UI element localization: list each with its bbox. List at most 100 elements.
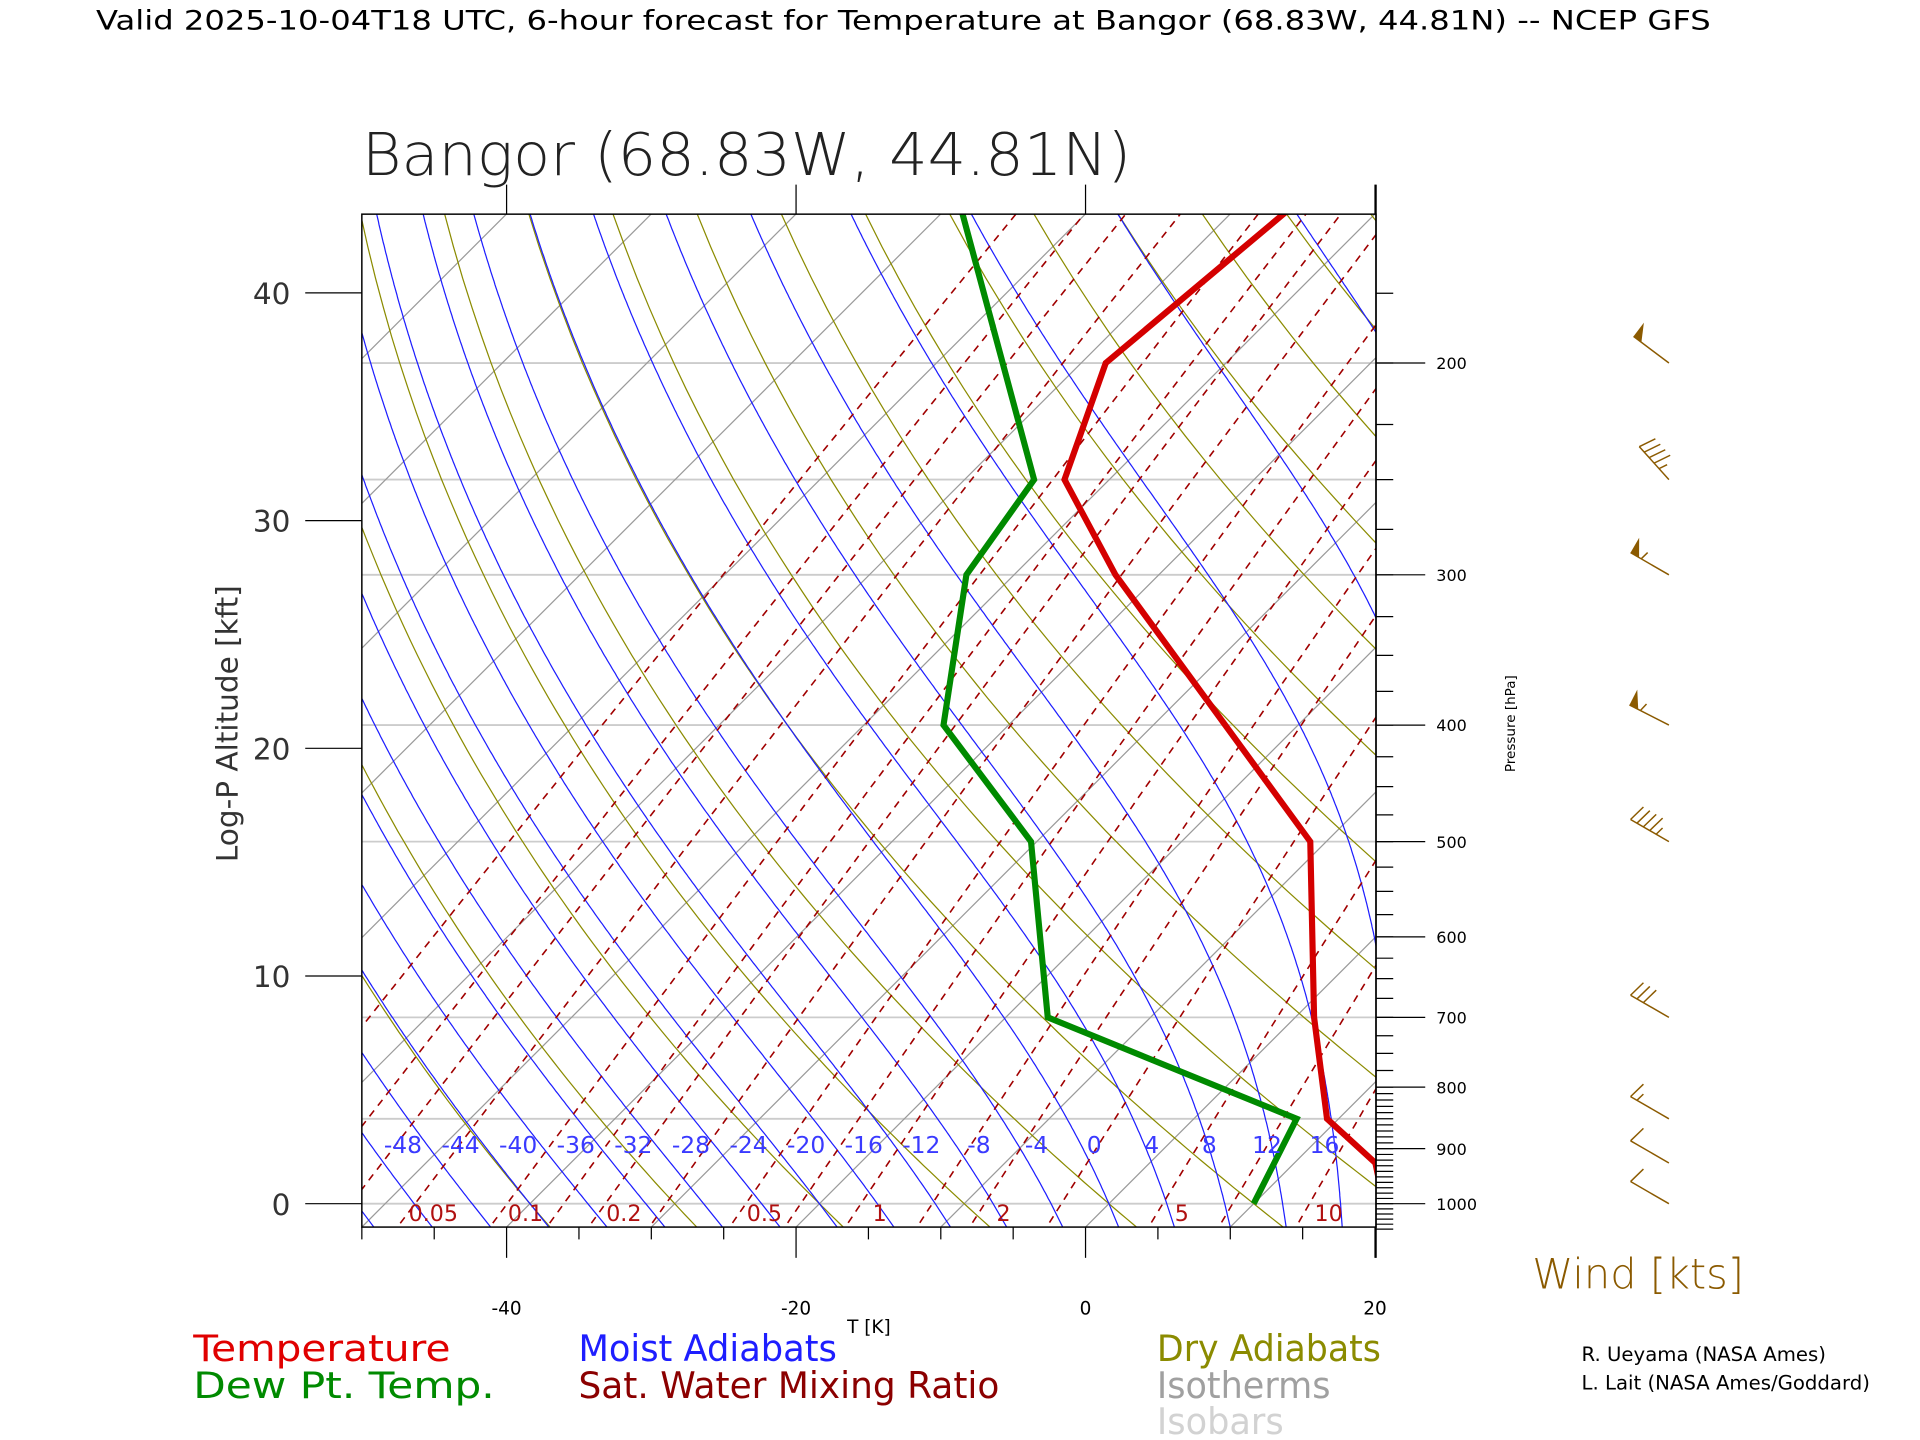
dry-adiabat-line (1838, 177, 1920, 1234)
barb-staff (1630, 994, 1670, 1019)
credit-1: R. Ueyama (NASA Ames) (1582, 1343, 1826, 1366)
moist-adiabat-line (592, 214, 1176, 1228)
barb-pennant (1633, 322, 1644, 343)
moist-adiabat-line (376, 214, 952, 1228)
x-axis-label: T [K] (846, 1317, 891, 1338)
mixing-ratio-label: 2 (996, 1201, 1010, 1227)
y2-tick-label: 500 (1436, 833, 1467, 852)
dry-adiabat-line (361, 974, 551, 1228)
y2-tick-label: 900 (1436, 1140, 1467, 1159)
barb-full (1630, 1168, 1644, 1183)
dry-adiabat-line (1425, 177, 1920, 1234)
legend-isotherms: Isotherms (1157, 1364, 1331, 1407)
moist-adiabat-label: -20 (787, 1131, 825, 1159)
moist-adiabat-label: -28 (672, 1131, 710, 1159)
barb-half (1639, 703, 1648, 712)
barb-half (1655, 827, 1664, 835)
wind-barb (1630, 982, 1670, 1019)
barb-full (1648, 449, 1666, 459)
moist-adiabat-line (473, 214, 1064, 1228)
dry-adiabat-line (780, 214, 1376, 970)
mixing-ratio-label: 0.05 (409, 1201, 458, 1227)
wind-barb (1633, 322, 1670, 364)
inline-labels: -48 -44 -40 -36 -32 -28 -24 -20 -16 -12 -8 -4 0 4 8 12 1… (384, 1131, 1343, 1227)
moist-adiabat-label: -36 (557, 1131, 595, 1159)
credit-2: L. Lait (NASA Ames/Goddard) (1582, 1372, 1870, 1395)
mixing-ratio-line (545, 214, 1307, 1228)
barb-half (1658, 464, 1668, 470)
moist-adiabat-line (361, 472, 838, 1228)
legend-isobars: Isobars (1157, 1400, 1284, 1440)
moist-adiabat-label: -48 (384, 1131, 422, 1159)
moist-adiabat-line (361, 883, 608, 1228)
y2-tick-label: 200 (1436, 354, 1467, 373)
isotherm-line (939, 791, 1376, 1228)
dry-adiabat-line (696, 214, 1376, 1079)
moist-adiabat-line (422, 214, 1008, 1228)
barb-full (1630, 1083, 1644, 1098)
x-tick-label: -20 (781, 1298, 811, 1319)
moist-adiabat-line (665, 214, 1231, 1228)
isotherm-line (361, 214, 363, 215)
barb-half (1636, 1093, 1644, 1101)
moist-adiabat-label: 12 (1252, 1131, 1282, 1159)
dry-adiabat-line (1033, 214, 1376, 651)
barb-staff (1630, 552, 1670, 576)
mixing-ratio-line (587, 214, 1342, 1228)
isotherm-line (650, 501, 1376, 1228)
y2-axis-label: Pressure [hPa] (1503, 675, 1519, 772)
wind-barb (1630, 1083, 1670, 1120)
temperature-profile (1061, 214, 1376, 1181)
legend-dry-adiabats: Dry Adiabats (1157, 1327, 1381, 1370)
isotherm-line (361, 214, 1087, 939)
x-tick-label: 20 (1363, 1298, 1386, 1319)
moist-adiabat-line (970, 214, 1376, 949)
background-lines (0, 177, 1920, 1240)
mixing-ratio-label: 0.2 (606, 1201, 641, 1227)
y2-tick-label: 800 (1436, 1078, 1467, 1097)
dry-adiabat-line (444, 214, 1138, 1228)
mixing-ratio-line (648, 233, 1376, 1228)
y-tick-label: 10 (253, 960, 291, 994)
moist-adiabat-label: -44 (441, 1131, 479, 1159)
barb-staff (1630, 1140, 1670, 1164)
isotherm-line (505, 356, 1376, 1228)
isotherm-line (361, 214, 797, 649)
wind-barb (1630, 537, 1670, 576)
barb-full (1630, 1127, 1644, 1142)
dry-adiabat-line (1508, 177, 1920, 1234)
moist-adiabat-line (1680, 177, 1894, 1235)
x-tick-label: 0 (1080, 1298, 1092, 1319)
profiles (940, 214, 1376, 1206)
isotherm-line (361, 214, 942, 794)
dry-adiabat-line (1673, 177, 1920, 1234)
moist-adiabat-label: -16 (845, 1131, 883, 1159)
moist-adiabat-line (361, 591, 781, 1228)
moist-adiabat-line (1117, 214, 1376, 620)
legend-temperature: Temperature (192, 1327, 450, 1370)
wind-barb (1638, 438, 1671, 481)
mixing-ratio-line (361, 214, 1127, 1191)
wind-barb (1630, 806, 1670, 843)
moist-adiabat-line (361, 1051, 492, 1228)
wind-label: Wind [kts] (1532, 1250, 1744, 1299)
mixing-ratio-line (1548, 177, 1920, 1234)
moist-adiabat-line (361, 793, 666, 1228)
mixing-ratio-line (728, 323, 1376, 1228)
wind-barbs (1629, 322, 1671, 1205)
mixing-ratio-line (361, 214, 1086, 1128)
barb-full (1642, 989, 1657, 1004)
moist-adiabat-line (361, 1131, 433, 1228)
barb-staff (1630, 1180, 1670, 1205)
isotherm-line (795, 646, 1376, 1228)
mixing-ratio-line (968, 614, 1376, 1228)
moist-adiabat-label: 16 (1310, 1131, 1340, 1159)
barb-full (1638, 438, 1656, 448)
barb-staff (1630, 1096, 1670, 1120)
y2-tick-label: 400 (1436, 716, 1467, 735)
moist-adiabat-label: -40 (499, 1131, 537, 1159)
x-tick-label: -40 (492, 1298, 522, 1319)
barb-full (1642, 813, 1657, 828)
legend-mixing-ratio: Sat. Water Mixing Ratio (578, 1364, 999, 1407)
isotherm-line (0, 202, 229, 1240)
